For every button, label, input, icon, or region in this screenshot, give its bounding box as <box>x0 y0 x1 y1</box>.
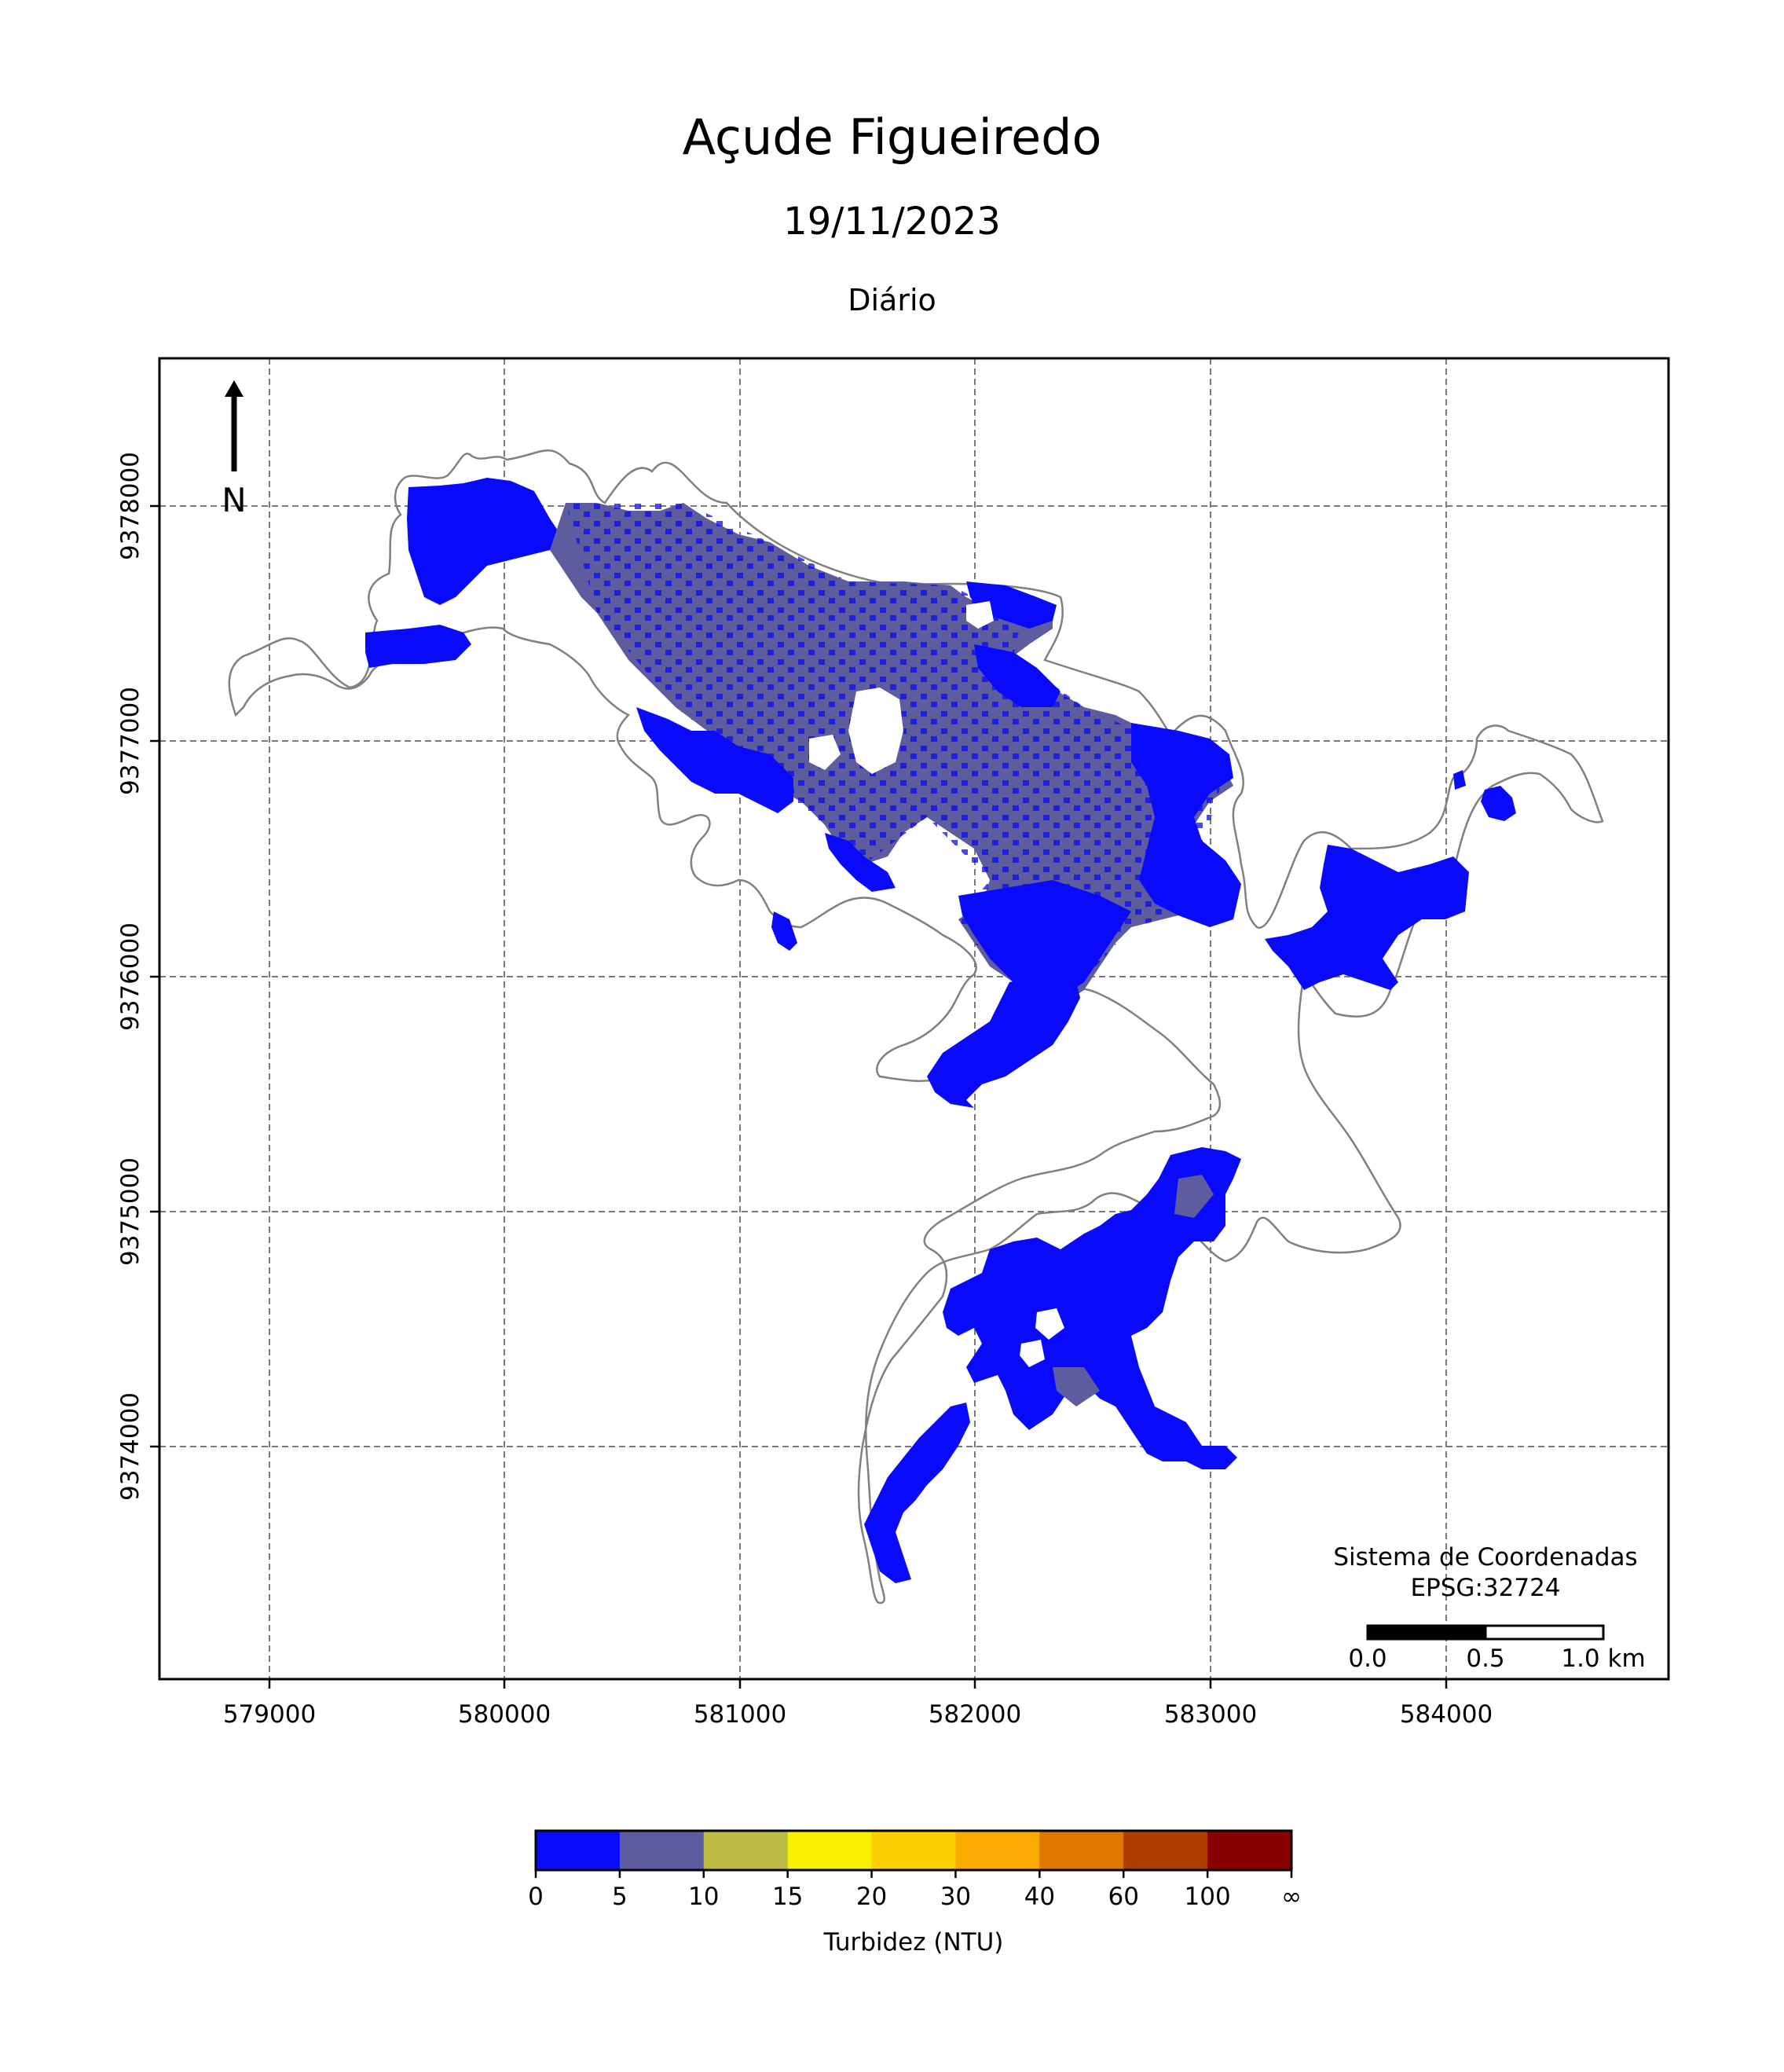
colorbar-tick-label: 20 <box>856 1883 887 1911</box>
north-arrow-icon <box>225 380 244 471</box>
colorbar-tick-label: ∞ <box>1281 1883 1302 1911</box>
colorbar-swatch <box>871 1831 956 1870</box>
crs-label: Sistema de Coordenadas <box>1333 1543 1637 1571</box>
scale-bar <box>1366 1624 1605 1641</box>
water-south-fringe <box>958 880 1131 998</box>
y-tick-label: 9374000 <box>116 1392 145 1501</box>
colorbar <box>534 1829 1293 1878</box>
x-tick-label: 583000 <box>1164 1700 1257 1729</box>
scale-label: 1.0 km <box>1561 1645 1645 1673</box>
colorbar-frame <box>534 1829 1293 1872</box>
colorbar-tick-label: 15 <box>772 1883 803 1911</box>
island-south <box>1020 1308 1064 1367</box>
colorbar-tick-label: 0 <box>528 1883 544 1911</box>
water-east-fringe <box>1131 723 1241 927</box>
colorbar-swatch <box>1039 1831 1124 1870</box>
map-title: Açude Figueiredo <box>682 108 1102 166</box>
colorbar-tick-label: 5 <box>612 1883 628 1911</box>
island-2 <box>809 735 841 770</box>
x-tick-label: 584000 <box>1400 1700 1493 1729</box>
water-east-dot <box>1453 770 1466 790</box>
water-mid-patch <box>974 644 1061 707</box>
water-east-tip <box>1481 786 1516 821</box>
colorbar-tick-label: 100 <box>1185 1883 1231 1911</box>
water-south-tip <box>771 911 797 951</box>
island-1 <box>848 688 903 774</box>
colorbar-title: Turbidez (NTU) <box>823 1928 1004 1956</box>
colorbar-swatch <box>787 1831 873 1870</box>
y-tick-label: 9376000 <box>116 922 145 1031</box>
water-south-basin <box>943 1147 1241 1469</box>
colorbar-swatch <box>1207 1831 1292 1870</box>
island-3 <box>966 601 994 629</box>
colorbar-swatch <box>1123 1831 1208 1870</box>
north-label: N <box>222 481 246 519</box>
map-period: Diário <box>848 283 936 317</box>
water-sw-lobe <box>825 833 896 892</box>
x-tick-label: 582000 <box>929 1700 1021 1729</box>
colorbar-tick-label: 10 <box>688 1883 719 1911</box>
water-west-arm <box>636 707 793 813</box>
water-east-lobe <box>1265 845 1469 990</box>
scale-label: 0.5 <box>1466 1645 1504 1673</box>
water-south-basin-gray <box>1053 1175 1214 1406</box>
colorbar-swatch <box>703 1831 789 1870</box>
scale-label: 0.0 <box>1348 1645 1387 1673</box>
colorbar-swatch <box>955 1831 1040 1870</box>
y-tick-label: 9378000 <box>116 452 145 560</box>
colorbar-tick-label: 40 <box>1024 1883 1055 1911</box>
water-nw-small <box>365 625 471 668</box>
colorbar-swatch <box>619 1831 705 1870</box>
water-southwest-arm <box>864 1403 970 1583</box>
y-tick-label: 9377000 <box>116 687 145 795</box>
x-tick-label: 581000 <box>694 1700 786 1729</box>
colorbar-tick-label: 60 <box>1108 1883 1138 1911</box>
x-tick-label: 580000 <box>458 1700 551 1729</box>
map-date: 19/11/2023 <box>783 200 1001 244</box>
y-tick-label: 9375000 <box>116 1157 145 1266</box>
plot-frame <box>158 357 1670 1681</box>
crs-code: EPSG:32724 <box>1410 1574 1560 1602</box>
colorbar-swatch <box>536 1831 621 1870</box>
water-nw-arm <box>407 478 566 605</box>
water-south-channel <box>927 974 1080 1108</box>
colorbar-tick-label: 30 <box>940 1883 971 1911</box>
x-tick-label: 579000 <box>223 1700 316 1729</box>
water-ne-patch <box>966 581 1057 629</box>
